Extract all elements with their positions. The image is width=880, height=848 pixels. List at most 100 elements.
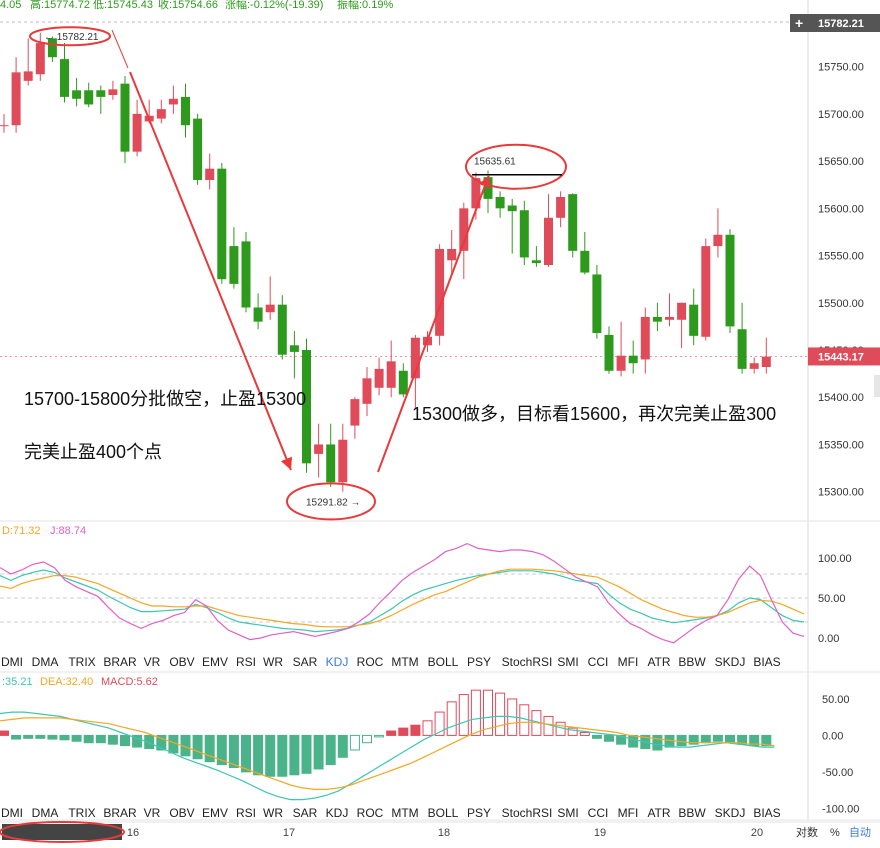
- kdj-tab-dma[interactable]: DMA: [32, 655, 59, 669]
- macd-histogram-bar: [277, 734, 288, 777]
- annotation-long: 15300做多，目标看15600，再次完美止盈300: [412, 404, 776, 424]
- kdj-tab-smi[interactable]: SMI: [557, 655, 578, 669]
- header-amplitude: 振幅:0.19%: [337, 0, 393, 11]
- price-tick-label: 15750.00: [818, 62, 864, 74]
- candle-body: [713, 234, 723, 247]
- candle-body: [507, 205, 517, 212]
- candle-body: [72, 90, 82, 99]
- kdj-tab-rsi[interactable]: RSI: [236, 655, 256, 669]
- candle-body: [168, 98, 178, 105]
- candle-body: [350, 399, 360, 426]
- macd-tab-cci[interactable]: CCI: [588, 806, 609, 820]
- macd-dif-line: [0, 711, 775, 801]
- candle-body: [84, 90, 94, 105]
- macd-histogram-bar: [700, 734, 711, 744]
- kdj-tab-mfi[interactable]: MFI: [618, 655, 639, 669]
- candle-body: [314, 444, 324, 454]
- kdj-tab-dmi[interactable]: DMI: [1, 655, 23, 669]
- kdj-tab-emv[interactable]: EMV: [202, 655, 228, 669]
- kdj-tab-brar[interactable]: BRAR: [103, 655, 137, 669]
- macd-histogram-bar: [591, 734, 602, 739]
- plus-icon[interactable]: +: [795, 15, 803, 31]
- macd-legend-dif: :35.21: [2, 676, 33, 688]
- kdj-tab-roc[interactable]: ROC: [357, 655, 384, 669]
- kdj-tab-boll[interactable]: BOLL: [428, 655, 459, 669]
- last-price-badge: [808, 347, 880, 366]
- scroll-handle[interactable]: [874, 375, 880, 397]
- kdj-tab-bias[interactable]: BIAS: [753, 655, 780, 669]
- candle-body: [568, 194, 578, 251]
- macd-tab-atr[interactable]: ATR: [647, 806, 670, 820]
- kdj-tab-skdj[interactable]: SKDJ: [715, 655, 746, 669]
- kdj-tab-mtm[interactable]: MTM: [391, 655, 418, 669]
- kdj-tab-stochrsi[interactable]: StochRSI: [502, 655, 553, 669]
- price-tick-label: 15400.00: [818, 392, 864, 404]
- macd-tab-mfi[interactable]: MFI: [618, 806, 639, 820]
- macd-tab-brar[interactable]: BRAR: [103, 806, 137, 820]
- kdj-tab-cci[interactable]: CCI: [588, 655, 609, 669]
- percent-toggle[interactable]: %: [830, 827, 840, 839]
- header-low: 低:15745.43: [93, 0, 153, 11]
- kdj-tab-vr[interactable]: VR: [144, 655, 161, 669]
- kdj-tab-wr[interactable]: WR: [263, 655, 283, 669]
- candle-body: [181, 96, 190, 126]
- macd-histogram-bar: [628, 734, 639, 748]
- macd-tab-boll[interactable]: BOLL: [428, 806, 459, 820]
- macd-tab-obv[interactable]: OBV: [169, 806, 194, 820]
- candle-body: [592, 274, 602, 333]
- auto-scale-toggle[interactable]: 自动: [849, 826, 871, 839]
- kdj-tab-sar[interactable]: SAR: [293, 655, 318, 669]
- macd-tab-stochrsi[interactable]: StochRSI: [502, 806, 553, 820]
- macd-tab-vr[interactable]: VR: [144, 806, 161, 820]
- macd-tab-kdj[interactable]: KDJ: [326, 806, 349, 820]
- log-scale-toggle[interactable]: 对数: [796, 825, 818, 839]
- candle-body: [23, 71, 33, 81]
- macd-histogram-bar: [59, 734, 70, 741]
- target-marker-circle: [465, 143, 567, 190]
- candle-body: [459, 208, 469, 251]
- macd-tab-psy[interactable]: PSY: [467, 806, 491, 820]
- macd-tab-emv[interactable]: EMV: [202, 806, 228, 820]
- kdj-tab-kdj[interactable]: KDJ: [326, 655, 349, 669]
- macd-histogram-bar: [156, 734, 167, 751]
- time-marker-circle: [0, 821, 125, 843]
- macd-histogram-bar: [47, 734, 58, 740]
- macd-tab-skdj[interactable]: SKDJ: [715, 806, 746, 820]
- macd-histogram-bar: [725, 734, 735, 744]
- macd-tab-bias[interactable]: BIAS: [753, 806, 780, 820]
- kdj-tick-label: 0.00: [818, 633, 839, 645]
- annotation-short: 15700-15800分批做空，止盈15300: [24, 389, 306, 409]
- price-tick-label: 15550.00: [818, 251, 864, 263]
- macd-histogram-bar: [71, 734, 82, 742]
- kdj-tick-label: 50.00: [818, 593, 846, 605]
- macd-tab-rsi[interactable]: RSI: [236, 806, 256, 820]
- macd-tab-smi[interactable]: SMI: [557, 806, 578, 820]
- macd-tab-trix[interactable]: TRIX: [68, 806, 95, 820]
- macd-tab-wr[interactable]: WR: [263, 806, 283, 820]
- macd-tab-roc[interactable]: ROC: [357, 806, 384, 820]
- kdj-tab-psy[interactable]: PSY: [467, 655, 491, 669]
- macd-tab-bbw[interactable]: BBW: [678, 806, 706, 820]
- kdj-tab-bbw[interactable]: BBW: [678, 655, 706, 669]
- last-price-label: 15443.17: [818, 351, 864, 363]
- kdj-legend-d: D:71.32: [2, 525, 41, 537]
- candle-body: [556, 197, 566, 218]
- candle-body: [229, 246, 239, 284]
- macd-tab-mtm[interactable]: MTM: [391, 806, 418, 820]
- macd-histogram-bar: [567, 727, 578, 736]
- macd-tab-dma[interactable]: DMA: [32, 806, 59, 820]
- kdj-tab-obv[interactable]: OBV: [169, 655, 194, 669]
- macd-tab-dmi[interactable]: DMI: [1, 806, 23, 820]
- low-marker-label: 15291.82 →: [306, 497, 361, 508]
- macd-tick-label: 0.00: [822, 730, 843, 742]
- kdj-tab-atr[interactable]: ATR: [647, 655, 670, 669]
- macd-tab-sar[interactable]: SAR: [293, 806, 318, 820]
- kdj-tab-trix[interactable]: TRIX: [68, 655, 95, 669]
- macd-histogram-bar: [204, 734, 215, 763]
- macd-histogram-bar: [495, 692, 506, 736]
- macd-histogram-bar: [144, 734, 155, 750]
- candle-body: [217, 168, 227, 280]
- plus-button[interactable]: [790, 14, 808, 32]
- candle-body: [410, 337, 420, 379]
